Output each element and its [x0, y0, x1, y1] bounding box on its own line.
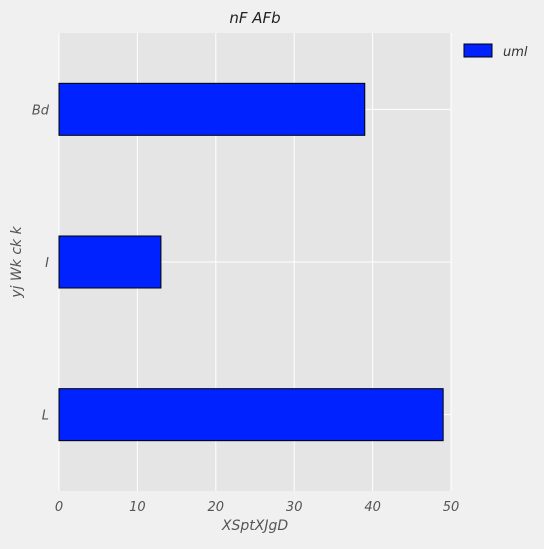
y-axis-label: yj Wk ck k	[9, 225, 25, 298]
x-tick-label: 0	[55, 500, 63, 515]
legend-swatch-uml	[463, 43, 493, 58]
x-tick-label: 20	[208, 500, 225, 515]
x-tick-label: 50	[443, 500, 460, 515]
x-tick-label: 30	[286, 500, 303, 515]
y-tick-label: Bd	[32, 103, 50, 118]
y-tick-label: I	[45, 256, 49, 271]
x-axis-label: XSptXJgD	[221, 518, 288, 534]
x-tick-labels: 0 10 20 30 40 50	[55, 500, 459, 515]
bar-bd	[58, 82, 366, 136]
x-tick-label: 10	[129, 500, 146, 515]
bar-l	[58, 388, 444, 442]
bars	[58, 82, 444, 442]
bar-i	[58, 235, 162, 289]
y-tick-labels: Bd I L	[32, 103, 50, 423]
legend-label-uml: uml	[503, 45, 528, 60]
x-tick-label: 40	[364, 500, 381, 515]
chart-title: nF AFb	[229, 9, 280, 27]
legend: uml	[463, 43, 528, 60]
y-tick-label: L	[42, 409, 49, 424]
